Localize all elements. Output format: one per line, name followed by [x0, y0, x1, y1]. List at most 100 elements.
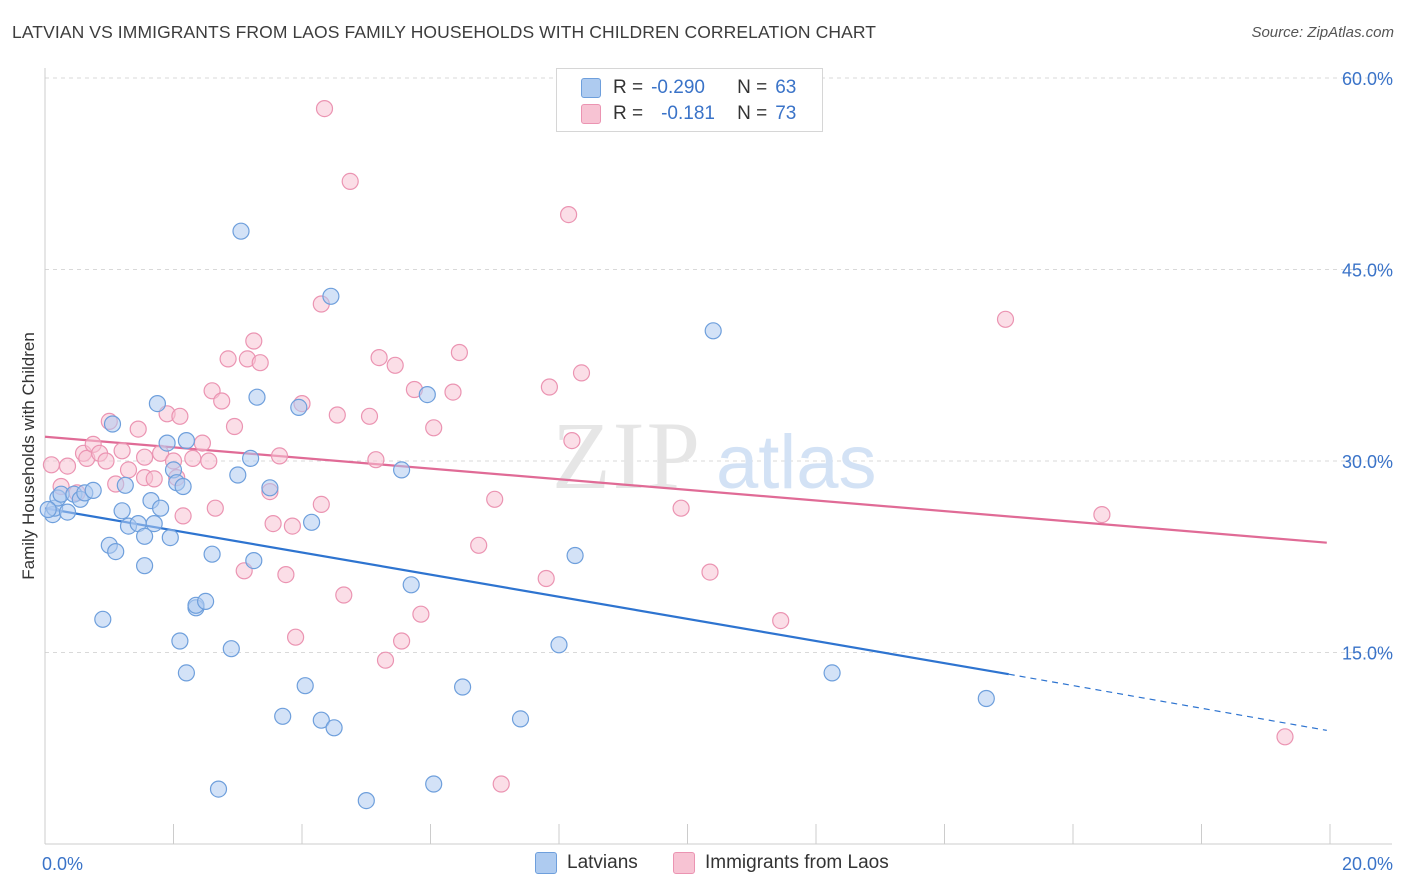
source-note: Source: ZipAtlas.com [1251, 24, 1394, 41]
latvians-point [261, 479, 279, 497]
latvians-point [222, 640, 240, 658]
y-axis-label: Family Households with Children [19, 332, 38, 580]
x-tick-label: 20.0% [1342, 854, 1393, 874]
laos-point [537, 569, 555, 588]
laos-point [174, 507, 192, 525]
latvians-point [454, 678, 472, 696]
laos-point [335, 586, 353, 604]
laos-point [425, 419, 443, 437]
latvians-point [174, 477, 192, 496]
laos-point [559, 206, 578, 224]
legend-item-laos[interactable]: Immigrants from Laos [673, 852, 889, 874]
n-label: N = [737, 77, 768, 98]
latvians-point [704, 322, 722, 340]
latvians-point [550, 636, 568, 654]
latvians-point [84, 481, 102, 499]
chart-title: LATVIAN VS IMMIGRANTS FROM LAOS FAMILY H… [12, 22, 877, 42]
laos-point [145, 470, 163, 488]
laos-point [264, 514, 282, 533]
laos-point [563, 432, 581, 450]
watermark-zip: ZIP [552, 402, 702, 509]
laos-point [42, 456, 61, 474]
latvians-point [94, 610, 112, 628]
laos-point [450, 343, 468, 362]
data-points [39, 99, 1294, 810]
laos-point [213, 392, 231, 410]
latvians-point [322, 287, 340, 305]
laos-point [572, 364, 591, 382]
laos-point [386, 356, 404, 374]
y-tick-label: 60.0% [1342, 69, 1393, 89]
laos-point [245, 332, 263, 350]
watermark-atlas: atlas [716, 420, 877, 505]
laos-point [58, 457, 77, 475]
tick-labels: 15.0% 30.0% 45.0% 60.0% 0.0% 20.0% [42, 69, 1393, 874]
laos-point [470, 536, 488, 554]
laos-point [367, 451, 385, 469]
laos-point [193, 434, 211, 452]
latvians-point [58, 503, 77, 521]
n-label: N = [737, 103, 768, 124]
latvians-legend-label: Latvians [567, 852, 638, 873]
latvians-legend-swatch [535, 852, 557, 874]
stats-legend-row-laos: R = -0.181 N = 73 [581, 101, 796, 127]
laos-point [341, 172, 359, 190]
latvians-point [171, 632, 189, 650]
watermark: ZIP atlas [552, 402, 877, 509]
laos-point [225, 417, 244, 436]
latvians-point [39, 500, 57, 519]
latvians-point [823, 664, 841, 682]
laos-point [486, 490, 504, 508]
laos-point [672, 499, 690, 517]
latvians-trend-extension [1008, 673, 1327, 731]
legend-item-latvians[interactable]: Latvians [535, 852, 638, 874]
trend-lines [44, 435, 1327, 731]
laos-legend-label: Immigrants from Laos [705, 852, 889, 873]
latvians-point [209, 780, 228, 798]
axes [44, 68, 1392, 845]
laos-point [206, 499, 224, 517]
latvians-point [177, 432, 195, 450]
laos-point [312, 495, 330, 513]
latvians-point [511, 710, 530, 728]
latvians-point [325, 719, 343, 737]
laos-point [1276, 728, 1294, 746]
laos-point [412, 605, 430, 623]
latvians-point [393, 461, 411, 479]
laos-trend-line [44, 435, 1327, 544]
r-label: R = [613, 77, 644, 98]
latvians-point [274, 707, 292, 725]
laos-point [251, 354, 269, 372]
latvians-point [248, 388, 266, 406]
latvians-point [402, 576, 420, 594]
laos-point [287, 628, 305, 646]
latvians-point [425, 775, 443, 793]
laos-point [444, 383, 462, 401]
latvians-point [136, 557, 154, 575]
laos-point [136, 448, 154, 466]
y-tick-label: 45.0% [1342, 261, 1393, 281]
latvians-point [357, 791, 375, 810]
laos-point [393, 632, 411, 650]
latvians-point [977, 689, 995, 708]
laos-point [315, 99, 334, 118]
laos-point [376, 651, 395, 669]
r-value: -0.181 [661, 103, 715, 124]
laos-swatch [581, 104, 601, 124]
latvians-point [158, 434, 176, 452]
latvians-swatch [581, 78, 601, 98]
latvians-point [152, 499, 170, 517]
y-tick-label: 30.0% [1342, 452, 1393, 472]
laos-point [701, 563, 719, 581]
laos-point [119, 461, 138, 479]
stats-legend: R = -0.290 N = 63 R = -0.181 N = 73 [556, 68, 823, 132]
laos-point [996, 310, 1015, 328]
latvians-point [418, 386, 436, 404]
laos-point [277, 565, 295, 584]
latvians-point [197, 592, 215, 611]
n-value: 73 [775, 103, 797, 124]
laos-point [540, 378, 559, 396]
laos-legend-swatch [673, 852, 695, 874]
laos-point [772, 611, 790, 630]
r-value: -0.290 [651, 77, 705, 98]
